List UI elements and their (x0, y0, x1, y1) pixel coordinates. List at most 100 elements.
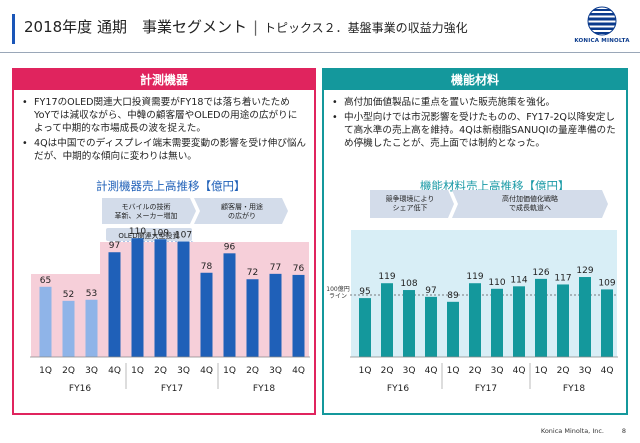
x-tick-label: 3Q (177, 366, 190, 376)
x-tick-label: 3Q (85, 366, 98, 376)
footer-company: Konica Minolta, Inc. (540, 427, 604, 435)
bullet-list-measuring: FY17のOLED関連大口投資需要がFY18では落ち着いたためYoYでは減収なが… (22, 96, 306, 165)
annotation-customers: 顧客層・用途の広がり (221, 202, 263, 220)
measuring-sales-chart: モバイルの技術革新、メーカー増加 顧客層・用途の広がり OLED関連大型投資 65 1Q… (30, 198, 310, 394)
bar (469, 283, 481, 357)
bar (62, 300, 75, 357)
data-label: 89 (447, 291, 459, 301)
x-tick-label: 3Q (491, 366, 504, 376)
bar (403, 290, 415, 357)
data-label: 65 (40, 276, 51, 286)
fiscal-year-label: FY16 (387, 384, 409, 394)
fiscal-year-label: FY18 (563, 384, 585, 394)
annotation-competition: 競争環境によりシェア低下 (386, 194, 435, 212)
page-title: 2018年度 通期 事業セグメント | トピックス２．基盤事業の収益力強化 (24, 16, 468, 37)
x-tick-label: 3Q (403, 366, 416, 376)
header-divider (0, 52, 640, 53)
x-tick-label: 2Q (154, 366, 167, 376)
data-label: 126 (532, 268, 549, 278)
annotation-mobile: モバイルの技術革新、メーカー増加 (115, 202, 178, 220)
data-label: 117 (554, 273, 571, 283)
x-tick-label: 3Q (269, 366, 282, 376)
bar (535, 278, 547, 357)
annotation-arrow-strategy (452, 190, 608, 218)
fiscal-year-label: FY17 (161, 384, 183, 394)
bar (39, 286, 52, 357)
bar (579, 277, 591, 357)
x-tick-label: 1Q (39, 366, 52, 376)
bar (131, 238, 144, 357)
bar (381, 283, 393, 357)
x-tick-label: 2Q (469, 366, 482, 376)
data-label: 108 (400, 279, 417, 289)
materials-sales-chart: 競争環境によりシェア低下 高付加価値化戦略で成長軌道へ 100億円ライン 95 1Q 11… (326, 190, 618, 394)
logo-wordmark: KONICA MINOLTA (574, 38, 630, 44)
x-tick-label: 4Q (200, 366, 213, 376)
data-label: 72 (247, 268, 258, 278)
bar (292, 274, 305, 357)
data-label: 96 (224, 242, 236, 252)
fiscal-year-label: FY18 (253, 384, 275, 394)
bar (491, 288, 503, 357)
data-label: 129 (576, 266, 593, 276)
fiscal-year-label: FY17 (475, 384, 497, 394)
chart-title-materials: 機能材料売上高推移【億円】 (420, 179, 570, 193)
x-tick-label: 4Q (425, 366, 438, 376)
data-label: 119 (378, 272, 395, 282)
x-tick-label: 4Q (108, 366, 121, 376)
bullet-item: 4Qは中国でのディスプレイ端末需要変動の影響を受け伸び悩んだが、中期的な傾向に変… (22, 137, 306, 163)
page-title-main: 2018年度 通期 事業セグメント (24, 18, 247, 36)
page-subtitle: トピックス２．基盤事業の収益力強化 (264, 21, 468, 35)
data-label: 95 (359, 287, 370, 297)
title-separator: | (252, 18, 259, 36)
data-label: 119 (466, 272, 483, 282)
x-tick-label: 4Q (513, 366, 526, 376)
bar (425, 296, 437, 357)
x-tick-label: 2Q (62, 366, 75, 376)
bar (85, 299, 98, 357)
x-tick-label: 2Q (381, 366, 394, 376)
header-accent-bar (12, 14, 15, 44)
bar (601, 289, 613, 357)
bar (154, 239, 167, 357)
bullet-item: 高付加価値製品に重点を置いた販売施策を強化。 (332, 96, 618, 109)
bar (246, 279, 259, 357)
x-tick-label: 2Q (557, 366, 570, 376)
functional-materials-panel: 機能材料 高付加価値製品に重点を置いた販売施策を強化。 中小型向けでは市況影響を… (322, 68, 628, 415)
bar (447, 301, 459, 357)
x-tick-label: 4Q (601, 366, 614, 376)
bullet-item: 中小型向けでは市況影響を受けたものの、FY17-2Q以降安定して高水準の売上高を… (332, 111, 618, 150)
chart-title-measuring: 計測機器売上高推移【億円】 (96, 179, 246, 193)
x-tick-label: 4Q (292, 366, 305, 376)
annotation-arrow-mobile (102, 198, 196, 224)
fiscal-year-label: FY16 (69, 384, 91, 394)
data-label: 109 (152, 228, 169, 238)
measuring-instruments-panel: 計測機器 FY17のOLED関連大口投資需要がFY18では落ち着いたためYoYで… (12, 68, 316, 415)
logo-globe-icon (587, 6, 617, 36)
data-label: 107 (175, 230, 192, 240)
panel-heading-materials: 機能材料 (324, 70, 626, 90)
bar (359, 298, 371, 357)
company-logo: KONICA MINOLTA (574, 6, 630, 46)
data-label: 114 (510, 275, 527, 285)
annotation-box-oled (106, 228, 192, 241)
bar (108, 252, 121, 357)
bullet-item: FY17のOLED関連大口投資需要がFY18では落ち着いたためYoYでは減収なが… (22, 96, 306, 135)
reference-line-label: 100億円ライン (326, 285, 349, 300)
data-label: 110 (129, 227, 146, 237)
annotation-oled: OLED関連大型投資 (118, 231, 179, 240)
data-label: 76 (293, 264, 305, 274)
x-tick-label: 1Q (359, 366, 372, 376)
x-tick-label: 1Q (131, 366, 144, 376)
data-label: 97 (109, 241, 120, 251)
annotation-arrow-customers (194, 198, 288, 224)
panel-heading-measuring: 計測機器 (14, 70, 314, 90)
x-tick-label: 2Q (246, 366, 259, 376)
bar (223, 253, 236, 357)
data-label: 110 (488, 278, 505, 288)
data-label: 77 (270, 263, 281, 273)
data-label: 78 (201, 262, 213, 272)
x-tick-label: 1Q (535, 366, 548, 376)
bar (200, 272, 213, 357)
bar (269, 273, 282, 357)
